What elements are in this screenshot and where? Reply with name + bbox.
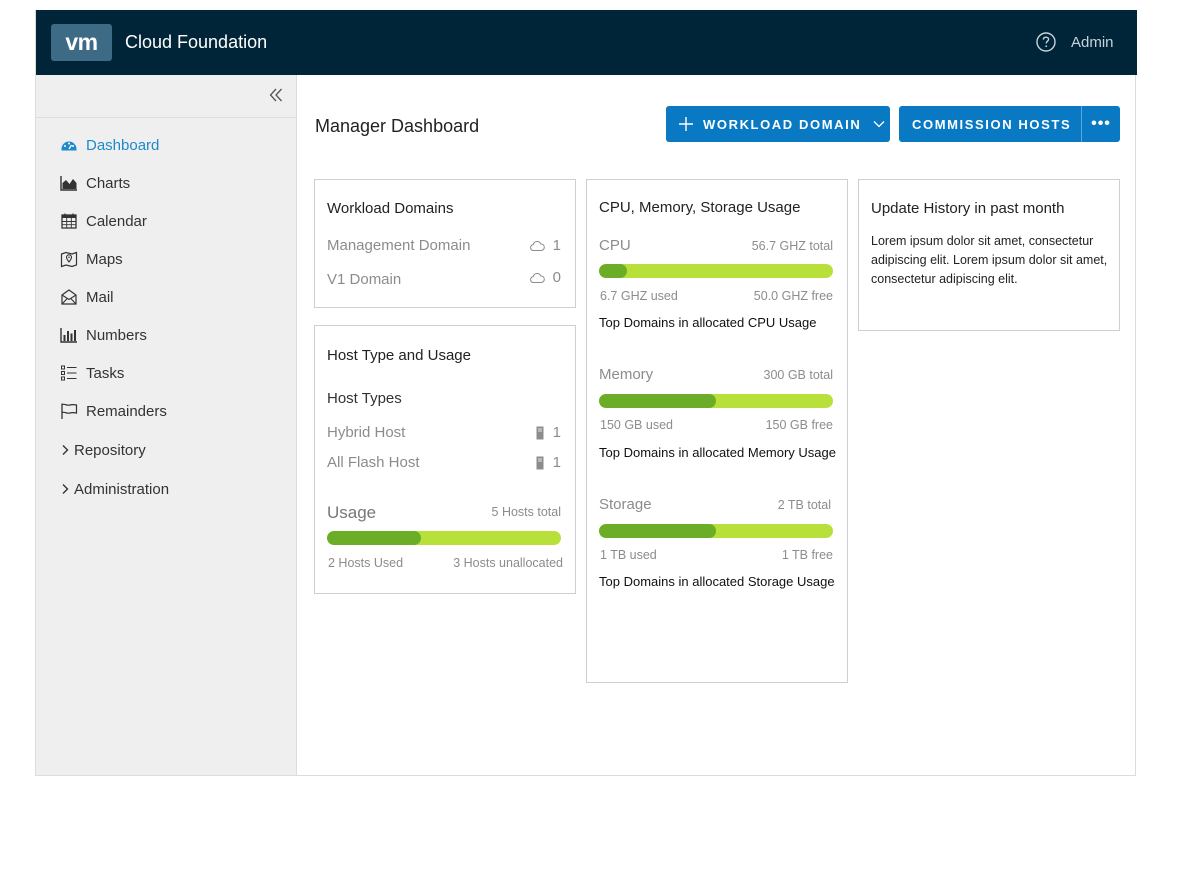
host-usage-bar xyxy=(327,531,561,545)
sidebar-item-label: Dashboard xyxy=(86,136,160,154)
cloud-icon xyxy=(529,272,545,283)
sidebar-item-label: Maps xyxy=(86,250,123,268)
resource-used: 1 TB used xyxy=(600,548,657,562)
resource-used: 150 GB used xyxy=(600,418,673,432)
storage-usage-bar-fill xyxy=(599,524,716,538)
sidebar-item-label: Charts xyxy=(86,174,131,192)
vmware-logo[interactable]: vm xyxy=(51,24,112,61)
host-type-name: Hybrid Host xyxy=(327,424,406,441)
chevron-down-icon xyxy=(873,121,885,128)
sidebar-item-administration[interactable]: Administration xyxy=(60,479,169,499)
sidebar-divider xyxy=(36,117,296,118)
cpu-usage-bar xyxy=(599,264,833,278)
area-chart-icon xyxy=(60,176,77,191)
cloud-icon xyxy=(529,240,545,251)
sidebar-item-calendar[interactable]: Calendar xyxy=(60,211,147,231)
resource-name: Storage xyxy=(599,496,652,513)
domain-name[interactable]: V1 Domain xyxy=(327,271,402,288)
user-menu[interactable]: Admin xyxy=(1071,34,1114,51)
help-circle-icon[interactable] xyxy=(1036,32,1056,52)
sidebar-item-label: Remainders xyxy=(86,402,167,420)
app-window: vm Cloud Foundation Admin Dashboard xyxy=(35,10,1137,776)
host-usage-bar-fill xyxy=(327,531,421,545)
resource-free: 150 GB free xyxy=(765,418,833,432)
hosts-total: 5 Hosts total xyxy=(491,505,561,519)
server-icon xyxy=(536,426,544,439)
sidebar-item-maps[interactable]: Maps xyxy=(60,249,123,269)
resource-total: 56.7 GHZ total xyxy=(751,239,833,253)
more-icon: ••• xyxy=(1091,115,1111,132)
card-title: CPU, Memory, Storage Usage xyxy=(599,199,801,216)
calendar-icon xyxy=(61,213,77,229)
card-title: Workload Domains xyxy=(327,200,454,217)
domain-count: 0 xyxy=(529,269,561,286)
host-types-heading: Host Types xyxy=(327,390,402,407)
double-chevron-left-icon[interactable] xyxy=(268,87,284,103)
sidebar-item-label: Mail xyxy=(86,288,114,306)
top-domains-memory-link[interactable]: Top Domains in allocated Memory Usage xyxy=(599,445,836,460)
host-type-count: 1 xyxy=(535,454,561,471)
resource-usage-card: CPU, Memory, Storage Usage CPU 56.7 GHZ … xyxy=(586,179,848,683)
usage-heading: Usage xyxy=(327,503,377,522)
resource-free: 1 TB free xyxy=(781,548,833,562)
hosts-unallocated: 3 Hosts unallocated xyxy=(453,556,563,570)
resource-total: 2 TB total xyxy=(777,498,831,512)
update-history-card: Update History in past month Lorem ipsum… xyxy=(858,179,1120,331)
sidebar-item-dashboard[interactable]: Dashboard xyxy=(60,135,159,155)
sidebar-item-remainders[interactable]: Remainders xyxy=(60,401,167,421)
bar-chart-icon xyxy=(60,328,77,343)
sidebar-item-label: Numbers xyxy=(86,326,147,344)
update-history-text: Lorem ipsum dolor sit amet, consectetur … xyxy=(871,234,1108,286)
flag-icon xyxy=(61,403,78,419)
sidebar-item-tasks[interactable]: Tasks xyxy=(60,363,124,383)
storage-usage-bar xyxy=(599,524,833,538)
top-header: vm Cloud Foundation Admin xyxy=(36,10,1137,75)
app-title: Cloud Foundation xyxy=(125,32,268,52)
card-title: Update History in past month xyxy=(871,200,1065,217)
resource-name: Memory xyxy=(599,366,654,383)
resource-total: 300 GB total xyxy=(763,368,834,382)
more-actions-button[interactable]: ••• xyxy=(1082,106,1120,142)
resource-name: CPU xyxy=(599,237,631,254)
plus-icon xyxy=(679,117,693,131)
page-title: Manager Dashboard xyxy=(315,116,480,136)
chevron-right-icon xyxy=(62,445,69,455)
memory-usage-bar-fill xyxy=(599,394,716,408)
task-list-icon xyxy=(61,365,77,381)
commission-hosts-button[interactable]: COMMISSION HOSTS xyxy=(899,106,1081,142)
workload-domains-card: Workload Domains Management Domain 1 V1 … xyxy=(314,179,576,308)
host-type-count: 1 xyxy=(535,424,561,441)
sidebar-item-label: Tasks xyxy=(86,364,125,382)
map-icon xyxy=(60,251,78,268)
resource-used: 6.7 GHZ used xyxy=(600,289,678,303)
chevron-right-icon xyxy=(62,484,69,494)
domain-name[interactable]: Management Domain xyxy=(327,237,471,254)
top-domains-cpu-link[interactable]: Top Domains in allocated CPU Usage xyxy=(599,315,817,330)
resource-free: 50.0 GHZ free xyxy=(753,289,833,303)
mail-icon xyxy=(61,289,77,305)
sidebar-item-mail[interactable]: Mail xyxy=(60,287,114,307)
commission-hosts-label: COMMISSION HOSTS xyxy=(912,116,1072,132)
hosts-used: 2 Hosts Used xyxy=(328,556,404,570)
sidebar-item-charts[interactable]: Charts xyxy=(60,173,130,193)
workload-domain-label: WORKLOAD DOMAIN xyxy=(703,116,862,132)
server-icon xyxy=(536,456,544,469)
sidebar: Dashboard Charts Calendar xyxy=(36,75,297,775)
button-separator xyxy=(1081,106,1082,142)
memory-usage-bar xyxy=(599,394,833,408)
workload-domain-button[interactable]: WORKLOAD DOMAIN xyxy=(666,106,890,142)
sidebar-item-label: Administration xyxy=(74,480,170,498)
host-type-name: All Flash Host xyxy=(327,454,420,471)
domain-count: 1 xyxy=(529,237,561,254)
sidebar-item-label: Repository xyxy=(74,441,146,459)
host-usage-card: Host Type and Usage Host Types Hybrid Ho… xyxy=(314,325,576,594)
cpu-usage-bar-fill xyxy=(599,264,627,278)
top-domains-storage-link[interactable]: Top Domains in allocated Storage Usage xyxy=(599,574,835,589)
dashboard-icon xyxy=(61,141,77,151)
card-title: Host Type and Usage xyxy=(327,347,471,364)
sidebar-item-repository[interactable]: Repository xyxy=(60,440,146,460)
sidebar-item-label: Calendar xyxy=(86,212,147,230)
sidebar-item-numbers[interactable]: Numbers xyxy=(60,325,147,345)
